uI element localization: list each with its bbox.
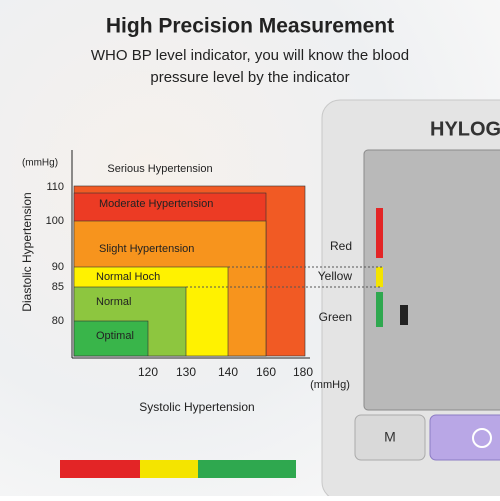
color-strip <box>140 460 198 478</box>
zone-label: Serious Hypertension <box>107 163 212 175</box>
power-button[interactable] <box>429 414 500 461</box>
x-unit: (mmHg) <box>310 379 350 391</box>
button-label: M <box>384 429 396 445</box>
y-tick-label: 80 <box>52 315 64 327</box>
y-tick-label: 90 <box>52 261 64 273</box>
color-strip <box>60 460 140 478</box>
color-strip <box>198 460 296 478</box>
x-tick-label: 120 <box>138 365 158 379</box>
zone-label: Normal Hoch <box>96 271 160 283</box>
x-tick-label: 180 <box>293 365 313 379</box>
x-tick-label: 160 <box>256 365 276 379</box>
zone-label: Slight Hypertension <box>99 243 194 255</box>
x-tick-label: 140 <box>218 365 238 379</box>
y-tick-label: 110 <box>46 181 64 193</box>
indicator-label: Green <box>319 310 352 324</box>
subtitle: pressure level by the indicator <box>150 69 349 86</box>
y-unit: (mmHg) <box>22 158 58 169</box>
y-tick-label: 85 <box>52 281 64 293</box>
zone-label: Normal <box>96 296 131 308</box>
m-button[interactable] <box>354 414 426 461</box>
device: HYLOG M <box>321 99 500 501</box>
title: High Precision Measurement <box>106 15 394 38</box>
y-tick-label: 100 <box>46 215 64 227</box>
indicator-label: Red <box>330 239 352 253</box>
x-tick-label: 130 <box>176 365 196 379</box>
indicator-label: Yellow <box>318 269 353 283</box>
zone <box>73 320 149 357</box>
zone-label: Optimal <box>96 330 134 342</box>
device-brand: HYLOG <box>430 118 500 140</box>
subtitle: WHO BP level indicator, you will know th… <box>91 47 409 64</box>
y-axis-title: Diastolic Hypertension <box>20 192 34 311</box>
x-axis-title: Systolic Hypertension <box>139 400 254 414</box>
zone-label: Moderate Hypertension <box>99 198 213 210</box>
